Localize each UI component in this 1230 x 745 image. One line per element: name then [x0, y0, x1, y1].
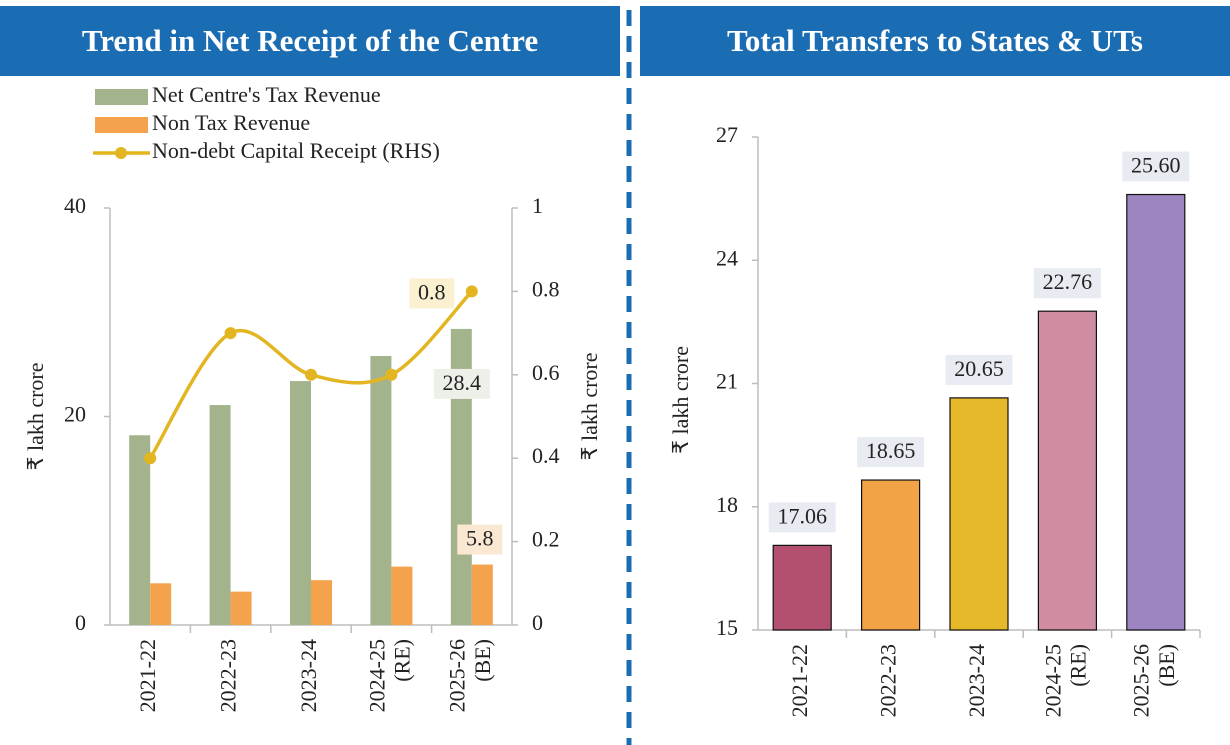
label-bg: [857, 437, 925, 468]
y-tick-label: 0: [75, 610, 86, 635]
bar: [209, 405, 231, 625]
data-label: 0.8: [418, 279, 446, 304]
data-label: 22.76: [1043, 269, 1093, 294]
bar: [311, 580, 332, 625]
legend-swatch: [95, 117, 148, 133]
y2-tick-label: 0.8: [532, 276, 560, 301]
bar: [949, 397, 1009, 631]
x-tick-label: 2021-22: [787, 644, 812, 717]
bar: [370, 356, 392, 625]
y-tick-label: 20: [64, 402, 86, 427]
title-bar: [640, 6, 1230, 76]
legend-label: Non-debt Capital Receipt (RHS): [152, 138, 440, 163]
legend-label: Net Centre's Tax Revenue: [152, 82, 381, 107]
y2-tick-label: 0.4: [532, 443, 560, 468]
y2-tick-label: 0: [532, 610, 543, 635]
legend-swatch: [115, 147, 127, 159]
legend-label: Non Tax Revenue: [152, 110, 310, 135]
data-label: 25.60: [1131, 153, 1181, 178]
chart-title: Total Transfers to States & UTs: [727, 23, 1143, 58]
y-axis-title: ₹ lakh crore: [668, 346, 693, 454]
chart-title: Trend in Net Receipt of the Centre: [82, 23, 538, 58]
x-tick-label: 2023-24: [964, 644, 989, 717]
bar: [391, 566, 413, 625]
x-tick-label: 2025-26 (BE): [445, 639, 495, 712]
y-tick-label: 27: [716, 122, 738, 147]
label-bg: [409, 278, 455, 309]
label-bg: [768, 502, 836, 533]
data-label: 28.4: [443, 370, 482, 395]
legend-swatch: [95, 89, 148, 105]
title-bar: [0, 6, 620, 76]
data-label: 18.65: [866, 438, 916, 463]
x-tick-label: 2024-25 (RE): [364, 639, 414, 712]
x-tick-label: 2022-23: [216, 639, 241, 712]
bar: [129, 435, 151, 625]
data-label: 17.06: [777, 503, 827, 528]
x-tick-label: 2022-23: [876, 644, 901, 717]
label-bg: [1033, 268, 1101, 299]
y-tick-label: 40: [64, 193, 86, 218]
point: [305, 368, 317, 381]
y2-tick-label: 0.2: [532, 527, 560, 552]
bar: [471, 564, 493, 625]
point: [224, 327, 237, 340]
label-bg: [457, 524, 503, 555]
x-tick-label: 2023-24: [296, 639, 321, 712]
x-tick-label: 2024-25 (RE): [1040, 644, 1090, 717]
y-tick-label: 15: [716, 615, 738, 640]
y2-tick-label: 1: [532, 193, 543, 218]
y2-tick-label: 0.6: [532, 360, 560, 385]
y2-axis-title: ₹ lakh crore: [577, 352, 602, 460]
point: [465, 285, 478, 298]
y-tick-label: 24: [716, 245, 738, 270]
point: [385, 368, 398, 381]
bar: [150, 583, 172, 625]
bar: [290, 381, 311, 625]
data-label: 20.65: [954, 356, 1004, 381]
bar: [860, 479, 921, 631]
y-axis-title: ₹ lakh crore: [23, 362, 48, 470]
label-bg: [945, 354, 1013, 385]
bar: [1037, 310, 1098, 631]
y-tick-label: 21: [716, 369, 738, 394]
x-tick-label: 2025-26 (BE): [1129, 644, 1179, 717]
point: [144, 452, 157, 465]
bar: [772, 544, 832, 631]
label-bg: [1122, 151, 1190, 182]
x-tick-label: 2021-22: [135, 639, 160, 712]
data-label: 5.8: [466, 526, 494, 551]
bar: [1126, 193, 1186, 631]
label-bg: [433, 368, 490, 399]
y-tick-label: 18: [716, 492, 738, 517]
bar: [230, 591, 252, 625]
